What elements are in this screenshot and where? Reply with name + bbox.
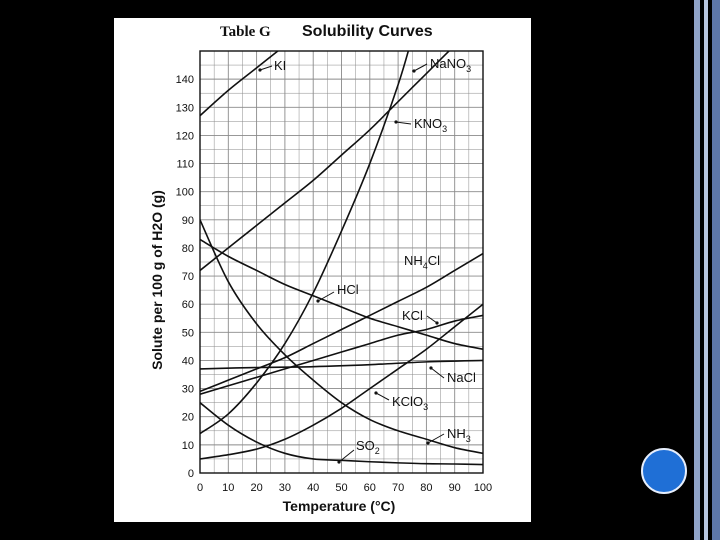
chart-title-prefix: Table G (220, 24, 271, 40)
curve-NaNO3 (200, 51, 451, 272)
x-tick-label: 0 (197, 482, 203, 494)
y-tick-label: 30 (182, 384, 194, 396)
label-pointer (413, 63, 428, 72)
curve-KI (200, 51, 280, 117)
label-pointer (259, 65, 273, 71)
label-pointer (395, 121, 412, 125)
curve-label-KNO3: KNO3 (414, 116, 447, 134)
chart-panel: 0 10 20 30 40 50 60 70 80 90 100 0 10 20 30 40 50 60 70 80 9… (114, 18, 531, 522)
circle-icon[interactable] (641, 448, 687, 494)
label-pointer (427, 433, 445, 444)
y-tick-label: 60 (182, 299, 194, 311)
x-tick-label: 20 (250, 482, 262, 494)
y-axis-label: Solute per 100 g of H2O (g) (149, 190, 165, 370)
y-tick-label: 130 (176, 102, 194, 114)
curve-layer (200, 51, 483, 466)
curve-KClO3 (200, 303, 483, 460)
y-tick-label: 120 (176, 130, 194, 142)
curve-label-SO2: SO2 (356, 438, 380, 456)
label-pointer-tip (337, 460, 341, 464)
label-pointer-tip (426, 441, 430, 445)
curve-NH3 (200, 219, 483, 455)
label-pointer (375, 392, 390, 401)
x-tick-label: 100 (474, 482, 492, 494)
y-tick-label: 90 (182, 215, 194, 227)
curve-KNO3 (200, 51, 410, 435)
x-tick-label: 50 (335, 482, 347, 494)
label-pointer (317, 291, 335, 302)
curve-NH4Cl (200, 252, 483, 393)
y-tick-label: 70 (182, 271, 194, 283)
y-tick-label: 80 (182, 243, 194, 255)
plot-frame (199, 50, 484, 474)
label-pointer-tip (435, 321, 439, 325)
label-layer: KI NaNO3 KNO3 NH4Cl HCl KCl NaCl KClO3 NH3 SO2 (258, 56, 476, 464)
border-stripe (704, 0, 708, 540)
grid-layer (199, 50, 484, 474)
curve-HCl (200, 238, 483, 350)
slide-border-right (692, 0, 720, 540)
border-stripe (694, 0, 700, 540)
label-pointer (426, 315, 438, 324)
label-pointer-tip (258, 68, 262, 72)
label-pointer-tip (412, 69, 416, 73)
x-axis-label: Temperature (°C) (283, 498, 396, 514)
label-pointer-tip (374, 391, 378, 395)
x-tick-label: 30 (279, 482, 291, 494)
chart-title: Solubility Curves (302, 23, 433, 40)
x-tick-label: 70 (392, 482, 404, 494)
y-tick-label: 0 (188, 468, 194, 480)
curve-label-NaCl: NaCl (447, 370, 476, 385)
curve-label-HCl: HCl (337, 282, 359, 297)
label-pointer-tip (316, 299, 320, 303)
y-tick-label: 40 (182, 355, 194, 367)
y-tick-label: 140 (176, 74, 194, 86)
y-tick-label: 110 (176, 159, 194, 171)
curve-label-KI: KI (274, 58, 286, 73)
curve-label-KClO3: KClO3 (392, 394, 428, 412)
x-tick-label: 60 (364, 482, 376, 494)
label-pointer-tip (429, 366, 433, 370)
curve-label-NH4Cl: NH4Cl (404, 253, 440, 271)
border-stripe (712, 0, 720, 540)
y-tick-label: 20 (182, 412, 194, 424)
y-tick-label: 10 (182, 440, 194, 452)
curve-label-KCl: KCl (402, 308, 423, 323)
label-pointer (430, 367, 445, 379)
x-tick-label: 40 (307, 482, 319, 494)
y-tick-label: 100 (176, 187, 194, 199)
curve-KCl (200, 314, 483, 395)
tick-layer: 0 10 20 30 40 50 60 70 80 90 100 0 10 20 30 40 50 60 70 80 9… (176, 74, 493, 494)
curve-label-NaNO3: NaNO3 (430, 56, 471, 74)
curve-NaCl (200, 359, 483, 370)
solubility-chart: 0 10 20 30 40 50 60 70 80 90 100 0 10 20 30 40 50 60 70 80 9… (149, 23, 493, 514)
x-tick-label: 10 (222, 482, 234, 494)
label-pointer-tip (394, 120, 398, 124)
x-tick-label: 90 (449, 482, 461, 494)
curve-label-NH3: NH3 (447, 426, 471, 444)
x-tick-label: 80 (420, 482, 432, 494)
y-tick-label: 50 (182, 327, 194, 339)
label-pointer (338, 449, 355, 463)
